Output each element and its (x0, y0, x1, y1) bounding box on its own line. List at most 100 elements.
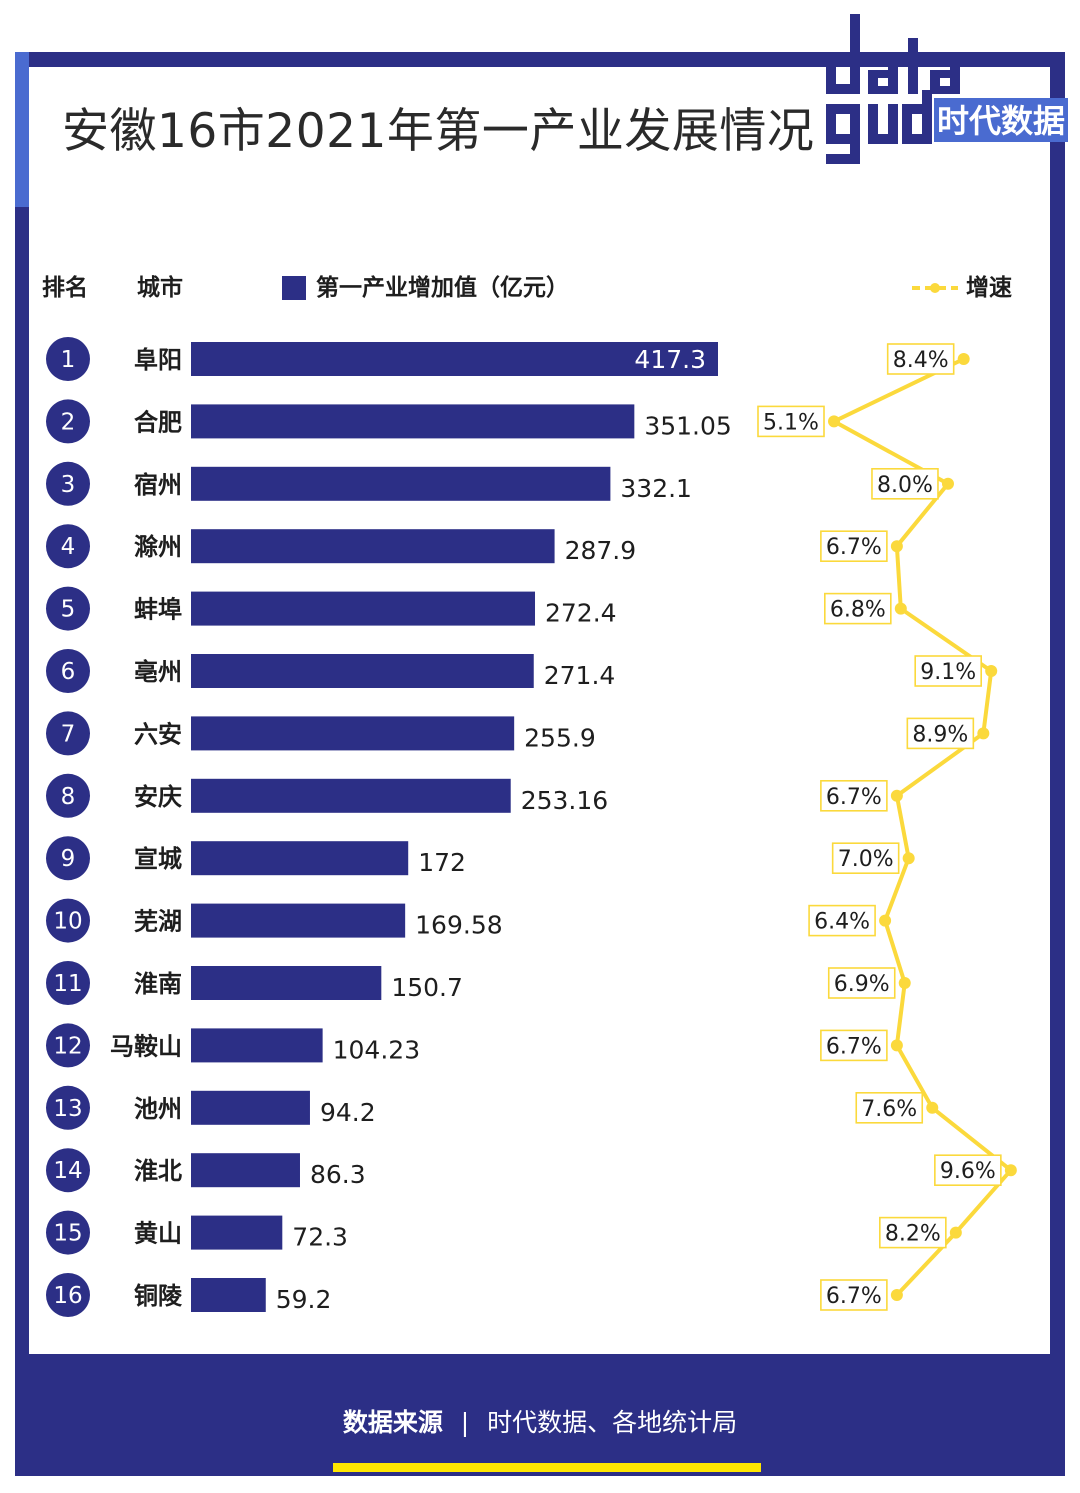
growth-point (890, 1289, 903, 1301)
growth-label: 6.7% (826, 1284, 882, 1309)
logo-brand-text: 时代数据 (937, 102, 1065, 140)
value-bar (191, 1090, 310, 1125)
rank-number: 1 (61, 347, 76, 373)
city-label: 阜阳 (134, 346, 182, 374)
growth-point (879, 914, 892, 927)
legend-line-icon (912, 283, 958, 293)
city-label: 亳州 (134, 658, 182, 686)
value-bar (191, 466, 611, 501)
growth-point (985, 665, 998, 677)
growth-label-box (886, 343, 955, 375)
growth-label: 8.4% (893, 348, 949, 373)
value-bar (191, 903, 406, 938)
growth-label-box (757, 405, 825, 438)
growth-line (832, 357, 1013, 1297)
city-label: 蚌埠 (134, 596, 182, 624)
growth-label: 7.0% (838, 847, 894, 872)
city-label: 黄山 (134, 1220, 182, 1248)
growth-label-box (879, 1216, 947, 1249)
growth-label: 6.4% (814, 910, 870, 935)
bar-value-label: 255.9 (524, 723, 596, 752)
value-bar (191, 966, 382, 1000)
city-label: 芜湖 (134, 908, 182, 936)
rank-number: 4 (61, 534, 76, 560)
rank-number: 6 (61, 659, 76, 685)
rank-number: 15 (53, 1221, 82, 1247)
bar-value-label: 287.9 (565, 536, 637, 565)
header-city: 城市 (137, 275, 183, 301)
growth-label-box (831, 842, 900, 875)
rank-number: 13 (53, 1096, 82, 1122)
growth-label-box (808, 904, 876, 937)
growth-label-box (824, 592, 892, 625)
footer-yellow-accent (333, 1463, 761, 1472)
rank-number: 5 (61, 597, 76, 623)
city-label: 宣城 (134, 845, 182, 873)
city-label: 六安 (134, 720, 182, 748)
rank-badge (46, 649, 90, 693)
growth-label-box (914, 655, 983, 687)
growth-point (890, 789, 903, 802)
content-panel (29, 67, 1050, 1354)
footer-source: 数据来源 | 时代数据、各地统计局 (0, 1400, 1080, 1446)
growth-point (1004, 1164, 1017, 1177)
bar-value-label: 94.2 (320, 1098, 376, 1127)
bar-value-label: 272.4 (545, 599, 617, 628)
chart-title: 安徽16市2021年第一产业发展情况 (62, 104, 815, 159)
city-label: 淮北 (134, 1157, 182, 1185)
city-label: 铜陵 (134, 1282, 183, 1310)
rank-badge (46, 461, 90, 506)
bar-value-label: 169.58 (415, 911, 502, 940)
rank-badge (46, 586, 90, 631)
value-bar (191, 1153, 300, 1188)
growth-point (957, 353, 970, 365)
rank-badge (46, 1148, 90, 1193)
rank-badge (46, 961, 90, 1005)
value-bar (191, 716, 515, 751)
city-label: 池州 (134, 1095, 182, 1123)
growth-label-box (871, 467, 939, 500)
bar-value-label: 72.3 (292, 1223, 348, 1252)
bar-value-label: 86.3 (310, 1160, 366, 1189)
footer-bottom-bar (15, 1470, 1065, 1476)
rank-badge (46, 1210, 90, 1255)
growth-point (890, 1039, 903, 1052)
growth-label: 8.0% (877, 473, 933, 498)
rank-number: 16 (53, 1283, 82, 1309)
growth-point (926, 1101, 939, 1114)
growth-label: 8.2% (885, 1222, 941, 1247)
rank-number: 9 (61, 846, 76, 872)
growth-label: 9.6% (940, 1159, 996, 1184)
footer-source-text: 时代数据、各地统计局 (487, 1408, 738, 1437)
growth-label: 9.1% (920, 660, 976, 685)
growth-label-box (820, 530, 888, 563)
bar-value-label: 150.7 (391, 973, 463, 1002)
rank-badge (46, 1023, 90, 1068)
growth-label: 7.6% (861, 1097, 917, 1122)
rank-number: 2 (61, 409, 76, 435)
bar-value-label: 271.4 (544, 661, 616, 690)
rank-number: 11 (53, 971, 82, 997)
legend-line-label: 增速 (966, 275, 1012, 301)
value-bar (191, 1215, 283, 1250)
growth-point (949, 1226, 962, 1239)
growth-point (941, 477, 954, 490)
bar-value-label: 332.1 (620, 474, 692, 503)
city-label: 淮南 (134, 970, 182, 998)
rank-number: 8 (61, 784, 76, 810)
growth-label: 6.9% (834, 972, 890, 997)
rank-number: 10 (53, 909, 82, 935)
value-bar (191, 342, 718, 376)
bar-value-label: 172 (418, 848, 466, 877)
city-label: 合肥 (134, 408, 182, 436)
growth-label-box (934, 1154, 1002, 1186)
value-bar (191, 591, 536, 626)
header-rank: 排名 (42, 275, 88, 301)
legend-bar-swatch (282, 276, 306, 300)
growth-label-box (820, 1279, 888, 1311)
rank-number: 3 (61, 472, 76, 498)
value-bar (191, 841, 409, 876)
growth-label: 6.8% (830, 598, 886, 623)
bar-value-label: 417.3 (634, 345, 706, 374)
